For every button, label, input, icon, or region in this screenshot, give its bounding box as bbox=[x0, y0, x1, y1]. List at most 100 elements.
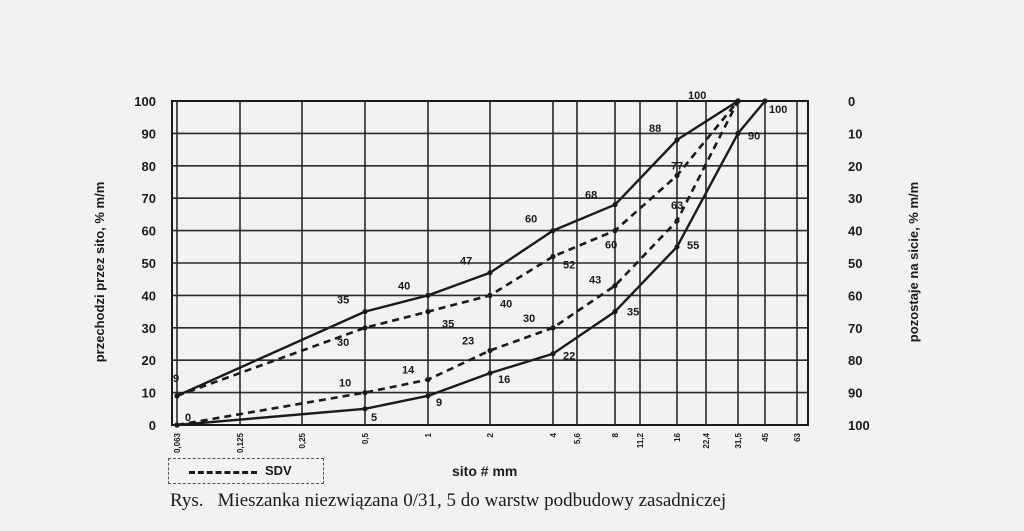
data-label: 16 bbox=[498, 374, 510, 386]
x-tick-label: 0,125 bbox=[236, 432, 245, 453]
y-tick-label-right: 90 bbox=[848, 386, 862, 401]
x-axis-ticks: 0,063 0,125 0,25 0,5 1 2 4 5,6 8 11,2 16 22,4 31,5 45… bbox=[173, 432, 802, 453]
data-label: 60 bbox=[525, 214, 537, 226]
data-point bbox=[550, 228, 556, 234]
data-label: 23 bbox=[462, 335, 474, 347]
y-tick-label-right: 50 bbox=[848, 256, 862, 271]
data-label: 55 bbox=[687, 240, 699, 252]
y-tick-label-right: 40 bbox=[848, 224, 862, 239]
x-tick-label: 4 bbox=[549, 432, 558, 437]
data-label: 30 bbox=[523, 313, 535, 325]
data-point bbox=[487, 347, 493, 354]
data-point bbox=[425, 393, 431, 399]
y-axis-left-ticks: 0 10 20 30 40 50 60 70 80 90 100 bbox=[134, 94, 156, 433]
data-label: 60 bbox=[605, 240, 617, 252]
data-point bbox=[674, 218, 680, 224]
data-point bbox=[674, 244, 680, 250]
data-point bbox=[612, 309, 618, 315]
x-tick-label: 11,2 bbox=[636, 432, 645, 448]
y-tick-label-left: 20 bbox=[142, 353, 156, 368]
y-tick-label-right: 70 bbox=[848, 321, 862, 336]
data-label: 10 bbox=[339, 378, 351, 390]
y-tick-label-left: 70 bbox=[142, 191, 156, 206]
data-label: 52 bbox=[563, 260, 575, 272]
data-label: 30 bbox=[337, 337, 349, 349]
y-tick-label-right: 100 bbox=[848, 418, 870, 433]
data-label: 47 bbox=[460, 256, 472, 268]
data-point bbox=[425, 292, 431, 298]
x-tick-label: 1 bbox=[424, 432, 433, 437]
data-label: 68 bbox=[585, 190, 597, 202]
y-tick-label-left: 0 bbox=[149, 418, 156, 433]
y-tick-label-left: 100 bbox=[134, 94, 156, 109]
data-label: 35 bbox=[442, 319, 454, 331]
data-label: 9 bbox=[436, 397, 442, 409]
x-tick-label: 0,063 bbox=[173, 432, 182, 453]
data-point bbox=[425, 377, 431, 383]
y-tick-label-right: 80 bbox=[848, 353, 862, 368]
data-label: 22 bbox=[563, 351, 575, 363]
data-point bbox=[550, 325, 556, 331]
y-tick-label-right: 0 bbox=[848, 94, 855, 109]
legend-label: SDV bbox=[265, 463, 292, 478]
data-point bbox=[674, 172, 680, 179]
data-label: 5 bbox=[371, 412, 377, 424]
data-label: 35 bbox=[627, 307, 639, 319]
y-axis-right-label: pozostaje na sicie, % m/m bbox=[906, 182, 921, 342]
data-label: 100 bbox=[688, 90, 706, 102]
data-point bbox=[425, 309, 431, 315]
y-tick-label-right: 60 bbox=[848, 288, 862, 303]
data-label: 63 bbox=[671, 200, 683, 212]
y-tick-label-left: 60 bbox=[142, 224, 156, 239]
x-tick-label: 16 bbox=[673, 432, 682, 441]
y-tick-label-right: 20 bbox=[848, 159, 862, 174]
data-label: 90 bbox=[748, 130, 760, 142]
x-tick-label: 22,4 bbox=[702, 432, 711, 448]
data-label: 40 bbox=[500, 298, 512, 310]
data-point bbox=[762, 98, 768, 104]
x-tick-label: 63 bbox=[793, 432, 802, 441]
data-label: 77 bbox=[671, 161, 683, 173]
data-point bbox=[674, 137, 680, 143]
data-point bbox=[735, 130, 741, 136]
data-point bbox=[487, 270, 493, 276]
data-point bbox=[174, 393, 180, 399]
x-tick-label: 31,5 bbox=[734, 432, 743, 448]
chart-point-labels: 9 35 40 47 60 68 88 100 30 35 40 52 60 77 10 14 23 30 43 63… bbox=[173, 90, 787, 424]
caption-text: Mieszanka niezwiązana 0/31, 5 do warstw … bbox=[217, 490, 727, 511]
data-point bbox=[550, 253, 556, 260]
data-point bbox=[362, 390, 368, 396]
data-point bbox=[362, 406, 368, 412]
data-point bbox=[612, 202, 618, 208]
y-tick-label-left: 80 bbox=[142, 159, 156, 174]
x-tick-label: 0,5 bbox=[361, 432, 370, 444]
legend-dashed-line-swatch bbox=[189, 471, 257, 474]
data-point bbox=[362, 325, 368, 331]
y-tick-label-left: 10 bbox=[142, 386, 156, 401]
y-tick-label-left: 50 bbox=[142, 256, 156, 271]
data-point bbox=[362, 309, 368, 315]
grading-limit-line bbox=[176, 99, 739, 397]
y-axis-left-label: przechodzi przez sito, % m/m bbox=[92, 182, 107, 363]
x-tick-label: 5,6 bbox=[573, 432, 582, 444]
data-label: 88 bbox=[649, 123, 661, 135]
data-label: 0 bbox=[185, 412, 191, 424]
x-tick-label: 2 bbox=[486, 432, 495, 437]
y-tick-label-left: 30 bbox=[142, 321, 156, 336]
chart-series bbox=[174, 98, 768, 428]
caption-prefix: Rys. bbox=[170, 490, 204, 511]
data-point bbox=[487, 292, 493, 298]
chart-grid bbox=[171, 100, 809, 426]
data-point bbox=[487, 370, 493, 376]
sdv-limit-line bbox=[176, 100, 740, 398]
x-tick-label: 45 bbox=[761, 432, 770, 441]
data-label: 35 bbox=[337, 295, 349, 307]
y-tick-label-right: 30 bbox=[848, 191, 862, 206]
figure-caption: Rys. Mieszanka niezwiązana 0/31, 5 do war… bbox=[170, 490, 726, 512]
x-tick-label: 8 bbox=[611, 432, 620, 437]
data-label: 9 bbox=[173, 373, 179, 385]
data-point bbox=[612, 228, 618, 234]
data-label: 40 bbox=[398, 280, 410, 292]
